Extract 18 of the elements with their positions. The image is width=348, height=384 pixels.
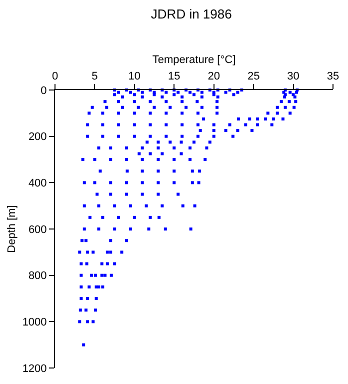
y-tick-label: 0 (40, 84, 47, 97)
y-tick-label: 600 (28, 224, 47, 236)
x-tick-label: 20 (208, 70, 220, 83)
x-tick-label: 15 (168, 70, 180, 83)
x-tick-label: 0 (52, 70, 58, 83)
x-tick-label: 5 (92, 70, 98, 83)
x-tick-label: 25 (247, 70, 260, 83)
y-axis-title: Depth [m] (6, 205, 18, 253)
y-tick-label: 800 (28, 270, 47, 282)
y-tick-label: 200 (28, 131, 47, 144)
x-tick-label: 30 (287, 70, 300, 83)
x-tick-label: 10 (128, 70, 141, 83)
y-tick-label: 1000 (22, 316, 47, 329)
x-tick-label: 35 (326, 70, 340, 83)
x-axis-title: Temperature [°C] (152, 54, 236, 66)
chart-title: JDRD in 1986 (150, 6, 232, 22)
y-tick-label: 400 (28, 178, 47, 190)
y-tick-label: 1200 (22, 362, 47, 375)
